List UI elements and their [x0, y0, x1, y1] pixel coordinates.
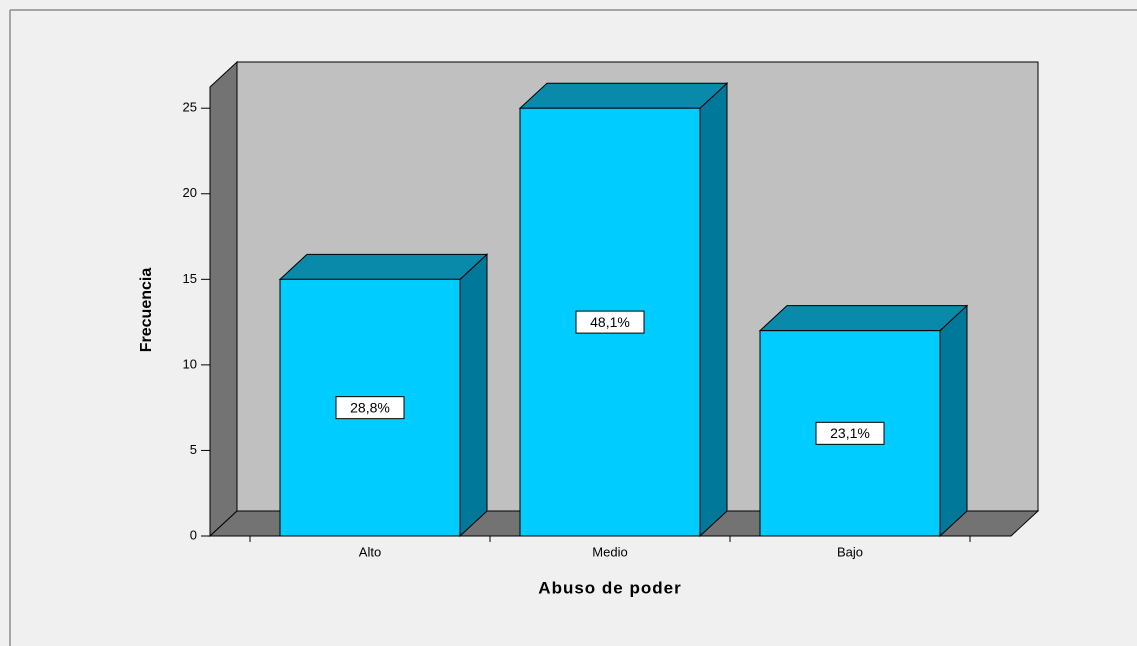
bar-top: [278, 253, 489, 280]
y-tick-label: 20: [183, 185, 197, 200]
bar-side: [699, 82, 728, 538]
y-tick-label: 15: [183, 271, 197, 286]
bar-side: [459, 253, 488, 538]
value-label-box: [575, 310, 645, 334]
y-tick-label: 0: [190, 527, 197, 542]
x-tick-label: Alto: [359, 544, 381, 559]
bar-top: [518, 82, 729, 109]
value-label: 28,8%: [350, 399, 390, 415]
bar-top: [758, 305, 969, 332]
y-tick-label: 5: [190, 442, 197, 457]
value-label-box: [335, 396, 405, 420]
x-axis-title: Abuso de poder: [538, 578, 681, 597]
value-label: 23,1%: [830, 425, 870, 441]
y-tick-label: 10: [183, 356, 197, 371]
x-tick-label: Medio: [592, 544, 627, 559]
y-axis-title: Frecuencia: [138, 268, 155, 353]
x-tick-label: Bajo: [837, 544, 863, 559]
value-label-box: [815, 421, 885, 445]
side-wall: [209, 60, 238, 538]
value-label: 48,1%: [590, 314, 630, 330]
y-tick-label: 25: [183, 100, 197, 115]
bar-side: [939, 304, 968, 538]
